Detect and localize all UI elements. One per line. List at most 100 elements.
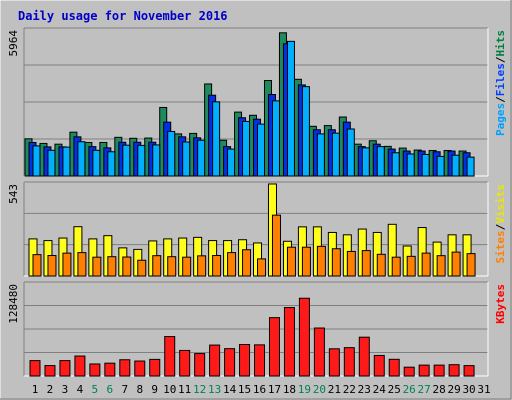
x-tick-label-day-20: 20 [313, 383, 326, 396]
bar-sites-day-5 [92, 256, 102, 277]
bar-pages-day-1 [32, 145, 41, 177]
bar-kbytes-day-3 [59, 360, 71, 377]
bar-sites-day-14 [227, 252, 237, 277]
axis-legend-item: / [494, 56, 507, 63]
y-axis-max-label: 5964 [7, 30, 20, 57]
bar-sites-day-26 [406, 255, 416, 277]
bar-sites-day-7 [122, 256, 132, 277]
bar-kbytes-day-11 [179, 349, 191, 377]
bar-pages-day-4 [77, 141, 86, 177]
bar-pages-day-12 [197, 139, 206, 177]
bar-sites-day-2 [47, 254, 57, 277]
x-tick-label-day-7: 7 [121, 383, 128, 396]
bar-kbytes-day-20 [313, 327, 325, 377]
bar-sites-day-23 [361, 250, 371, 277]
x-tick-label-day-26: 26 [403, 383, 416, 396]
x-tick-label-day-27: 27 [418, 383, 431, 396]
panel-3: 128480 KBytes [7, 281, 507, 377]
bar-kbytes-day-10 [164, 336, 176, 377]
chart-panels: 5964Pages/Files/Hits543Sites/Visits12848… [7, 27, 507, 377]
x-axis-day-labels: 1 2 3 4 5 6 7 8 9 10 11 12 13 14 15 16 17 18 19 20 21 22 23 24 2… [32, 383, 491, 396]
bar-kbytes-day-21 [328, 348, 340, 377]
x-tick-label-day-2: 2 [47, 383, 54, 396]
bar-sites-day-6 [107, 256, 117, 277]
x-tick-label-day-8: 8 [136, 383, 143, 396]
bar-sites-day-3 [62, 252, 72, 277]
bar-pages-day-6 [107, 151, 116, 177]
bar-pages-day-21 [331, 132, 340, 177]
bar-pages-day-7 [122, 144, 131, 177]
x-tick-label-day-31: 31 [477, 383, 490, 396]
x-tick-label-day-15: 15 [238, 383, 251, 396]
bar-pages-day-18 [286, 40, 295, 177]
x-tick-label-day-22: 22 [343, 383, 356, 396]
bar-kbytes-day-17 [268, 317, 280, 377]
bar-kbytes-day-19 [298, 297, 310, 377]
x-tick-label-day-9: 9 [151, 383, 158, 396]
y-axis-max-label: 128480 [7, 284, 20, 324]
bar-kbytes-day-2 [44, 365, 56, 377]
x-tick-label-day-13: 13 [208, 383, 221, 396]
axis-legend-item: / [494, 96, 507, 103]
bar-sites-day-10 [167, 256, 177, 277]
bar-pages-day-16 [257, 123, 266, 177]
bar-pages-day-24 [376, 146, 385, 177]
bar-pages-day-20 [316, 133, 325, 177]
bar-sites-day-18 [286, 246, 296, 277]
bar-sites-day-22 [346, 250, 356, 277]
x-tick-label-day-18: 18 [283, 383, 296, 396]
bar-kbytes-day-23 [358, 336, 370, 377]
x-tick-label-day-3: 3 [62, 383, 69, 396]
bar-kbytes-day-8 [134, 360, 146, 377]
bar-kbytes-day-27 [418, 364, 430, 377]
bar-kbytes-day-14 [224, 348, 236, 377]
bar-kbytes-day-15 [239, 343, 251, 377]
bar-sites-day-15 [242, 249, 252, 277]
bar-sites-day-13 [212, 254, 222, 277]
bar-sites-day-24 [376, 253, 386, 277]
axis-legend-item: Visits [494, 184, 507, 224]
x-tick-label-day-29: 29 [447, 383, 460, 396]
bar-kbytes-day-22 [343, 347, 355, 377]
x-tick-label-day-17: 17 [268, 383, 281, 396]
axis-legend-item: KBytes [494, 284, 507, 324]
bar-pages-day-14 [227, 148, 236, 177]
x-tick-label-day-28: 28 [433, 383, 446, 396]
bar-kbytes-day-4 [74, 355, 86, 377]
bar-pages-day-8 [137, 144, 146, 177]
bar-pages-day-23 [361, 147, 370, 177]
axis-legend: KBytes [494, 284, 507, 324]
bar-kbytes-day-26 [403, 366, 415, 377]
x-tick-label-day-6: 6 [107, 383, 114, 396]
bar-sites-day-17 [271, 214, 281, 277]
axis-legend-item: / [494, 223, 507, 230]
bar-sites-day-11 [182, 256, 192, 277]
bar-pages-day-11 [182, 141, 191, 177]
bar-kbytes-day-7 [119, 359, 131, 377]
axis-legend: Pages/Files/Hits [494, 30, 507, 136]
bar-pages-day-27 [421, 153, 430, 177]
bar-kbytes-day-30 [463, 365, 475, 377]
bar-pages-day-19 [301, 86, 310, 177]
bar-pages-day-29 [451, 154, 460, 177]
x-tick-label-day-23: 23 [358, 383, 371, 396]
bar-sites-day-8 [137, 259, 147, 277]
x-tick-label-day-5: 5 [92, 383, 99, 396]
bar-pages-day-2 [47, 149, 56, 177]
bar-kbytes-day-24 [373, 354, 385, 377]
bar-pages-day-28 [436, 155, 445, 177]
x-tick-label-day-16: 16 [253, 383, 266, 396]
bar-kbytes-day-1 [29, 360, 41, 377]
axis-legend: Sites/Visits [494, 184, 507, 264]
panel-2: 543 Sites/Visits [7, 181, 507, 277]
bar-kbytes-day-6 [104, 362, 116, 377]
bar-sites-day-25 [391, 256, 401, 277]
x-tick-label-day-12: 12 [193, 383, 206, 396]
bar-sites-day-9 [152, 255, 162, 277]
bar-pages-day-26 [406, 153, 415, 177]
bar-kbytes-day-12 [194, 353, 206, 377]
bar-sites-day-28 [436, 255, 446, 277]
bar-sites-day-1 [32, 254, 42, 277]
x-tick-label-day-1: 1 [32, 383, 39, 396]
bar-kbytes-day-29 [448, 364, 460, 377]
